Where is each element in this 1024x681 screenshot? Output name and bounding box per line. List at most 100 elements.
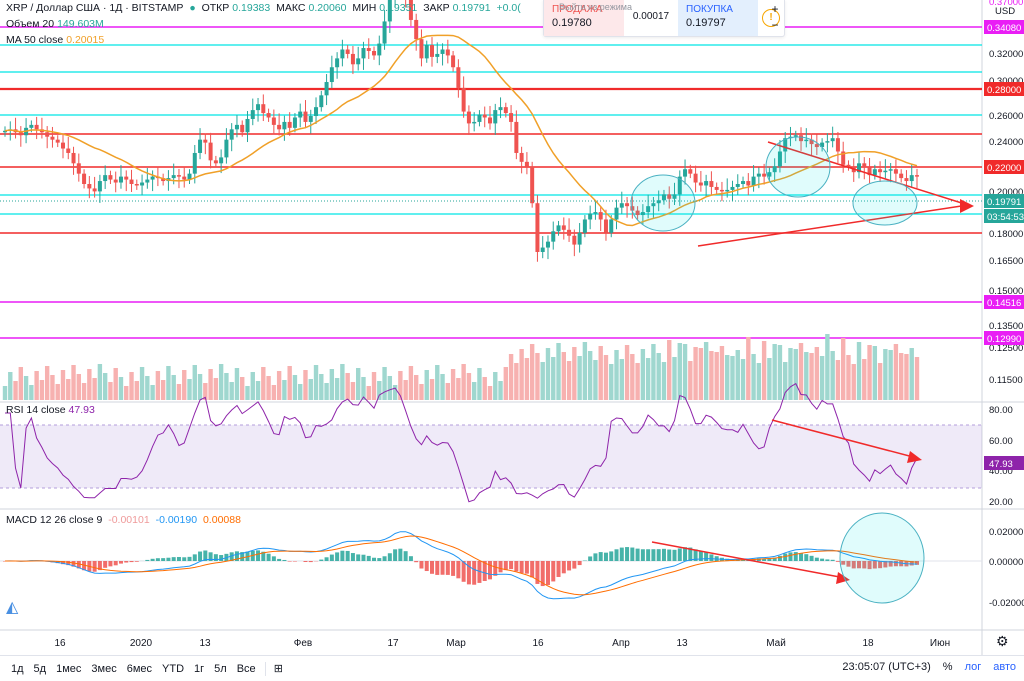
candle-body — [224, 140, 228, 158]
candle-body — [825, 141, 829, 142]
spread-value: 0.00017 — [624, 0, 678, 36]
candle-body — [899, 174, 903, 178]
macd-tick: 0.00000 — [989, 557, 1023, 568]
candle-body — [245, 119, 249, 132]
macd-hist-bar — [130, 561, 134, 562]
time-tick: 16 — [54, 638, 66, 649]
volume-bar — [377, 381, 381, 400]
symbol-title[interactable]: XRP / Доллар США · 1Д · BITSTAMP — [6, 2, 183, 14]
candle-body — [604, 219, 608, 232]
eye-icon[interactable]: ● — [189, 2, 195, 14]
volume-bar — [841, 338, 845, 400]
candle-body — [256, 104, 260, 110]
volume-bar — [746, 337, 750, 400]
timeframe-1[interactable]: 5д — [29, 663, 52, 675]
volume-bar — [8, 372, 12, 400]
macd-legend[interactable]: MACD 12 26 close 9 -0.00101 -0.00190 0.0… — [6, 514, 244, 526]
volume-bar — [235, 368, 239, 400]
macd-hist-bar — [567, 561, 571, 570]
timeframe-0[interactable]: 1д — [6, 663, 29, 675]
volume-bar — [699, 348, 703, 400]
candle-body — [530, 166, 534, 203]
auto-toggle[interactable]: авто — [993, 661, 1016, 673]
macd-hist-bar — [557, 561, 561, 577]
clock-time[interactable]: 23:05:07 (UTC+3) — [842, 661, 930, 673]
candle-body — [883, 171, 887, 172]
volume-bar — [266, 376, 270, 400]
volume-bar — [446, 383, 450, 400]
candle-body — [467, 112, 471, 124]
macd-hist-bar — [346, 551, 350, 561]
highlight-ellipse — [853, 181, 917, 225]
timeframe-2[interactable]: 1мес — [51, 663, 86, 675]
percent-toggle[interactable]: % — [943, 661, 953, 673]
volume-bar — [899, 353, 903, 400]
gear-icon[interactable]: ⚙ — [996, 633, 1009, 649]
price-tick: 0.11500 — [989, 375, 1023, 386]
macd-hist-bar — [256, 550, 260, 561]
macd-hist-bar — [810, 556, 814, 561]
timeframe-8[interactable]: Все — [232, 663, 261, 675]
buy-button[interactable]: ПОКУПКА 0.19797 — [678, 0, 758, 36]
volume-bar — [198, 374, 202, 400]
volume-bar — [351, 382, 355, 400]
macd-hist-bar — [177, 557, 181, 561]
timeframe-7[interactable]: 5л — [209, 663, 232, 675]
macd-hist-bar — [325, 557, 329, 561]
volume-bar — [830, 351, 834, 400]
candle-body — [493, 110, 497, 123]
timeframe-6[interactable]: 1г — [189, 663, 209, 675]
log-toggle[interactable]: лог — [965, 661, 982, 673]
volume-bar — [883, 349, 887, 400]
time-tick: 18 — [862, 638, 874, 649]
plus-icon[interactable]: + — [768, 2, 782, 16]
exit-mode-note[interactable]: Выйти из режима — [559, 2, 632, 12]
time-tick: Мар — [446, 638, 466, 649]
volume-bar — [29, 385, 33, 400]
macd-hist-bar — [114, 561, 118, 565]
candle-body — [240, 125, 244, 132]
compare-range-icon[interactable]: ⊞ — [270, 662, 287, 675]
volume-bar — [646, 358, 650, 400]
macd-hist-bar — [667, 550, 671, 561]
volume-bar — [667, 340, 671, 400]
volume-bar — [34, 371, 38, 400]
timeframe-4[interactable]: 6мес — [122, 663, 157, 675]
candle-body — [77, 163, 81, 173]
minus-icon[interactable]: − — [768, 18, 782, 32]
highlight-ellipse — [631, 175, 695, 231]
time-tick: 16 — [532, 638, 544, 649]
candle-body — [593, 212, 597, 213]
macd-hist-bar — [804, 554, 808, 561]
volume-bar — [345, 373, 349, 400]
timeframe-3[interactable]: 3мес — [86, 663, 121, 675]
support-trendline — [698, 205, 968, 246]
candle-body — [29, 125, 33, 128]
volume-bar — [815, 347, 819, 400]
volume-bar — [588, 351, 592, 400]
candle-body — [757, 174, 761, 177]
macd-hist-bar — [504, 561, 508, 570]
candle-body — [435, 54, 439, 57]
volume-bar — [593, 360, 597, 400]
candle-body — [414, 20, 418, 39]
timeframe-5[interactable]: YTD — [157, 663, 189, 675]
candle-body — [694, 174, 698, 183]
candle-body — [599, 212, 603, 219]
volume-bar — [498, 381, 502, 400]
volume-bar — [767, 358, 771, 400]
volume-bar — [825, 334, 829, 400]
volume-bar — [504, 367, 508, 400]
volume-bar — [440, 374, 444, 400]
volume-bar — [725, 355, 729, 400]
candle-body — [209, 143, 213, 161]
volume-bar — [77, 374, 81, 400]
candle-body — [752, 177, 756, 186]
price-tick: 0.13500 — [989, 321, 1023, 332]
candle-body — [456, 67, 460, 88]
candle-body — [551, 231, 555, 241]
